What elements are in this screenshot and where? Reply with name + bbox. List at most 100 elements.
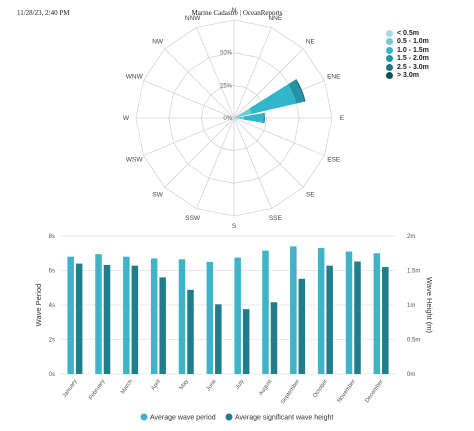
bar-wave-period	[150, 258, 158, 374]
radial-tick-label: 0%	[223, 116, 232, 122]
bar-wave-period	[123, 256, 130, 374]
direction-label: ESE	[327, 156, 341, 163]
legend-item: 1.0 - 1.5m	[386, 46, 429, 55]
bar-wave-period	[67, 256, 74, 374]
rose-spoke	[143, 80, 235, 119]
legend-label: 1.5 - 2.0m	[397, 55, 429, 63]
rose-petal	[234, 117, 236, 118]
direction-label: NW	[152, 39, 164, 46]
legend-label: < 0.5m	[397, 29, 419, 37]
radial-tick-label: 50%	[220, 51, 233, 57]
bar-wave-period	[95, 254, 102, 374]
x-tick-label: October	[312, 379, 329, 399]
print-timestamp: 11/28/23, 2:40 PM	[17, 9, 70, 17]
legend-item: > 3.0m	[386, 72, 429, 81]
rose-petal	[288, 79, 305, 104]
x-tick-label: March	[120, 379, 134, 396]
rose-spoke	[143, 117, 235, 156]
legend-label: > 3.0m	[397, 72, 419, 80]
rose-spoke	[164, 48, 235, 119]
legend-label: 0.5 - 1.0m	[397, 38, 429, 46]
y-axis-title-left: Wave Period	[34, 284, 43, 327]
x-tick-label: July	[235, 379, 246, 391]
legend-swatch	[386, 72, 393, 80]
legend-swatch-wave-height	[225, 413, 233, 421]
legend-item: 0.5 - 1.0m	[386, 38, 429, 47]
rose-petal	[294, 79, 306, 102]
bar-wave-height	[131, 265, 139, 374]
legend-item: 2.5 - 3.0m	[386, 63, 429, 72]
rose-spoke	[196, 117, 235, 209]
bar-wave-height	[382, 267, 389, 374]
y-tick-label-right: 1m	[407, 303, 415, 309]
direction-label: N	[232, 7, 237, 14]
x-tick-label: April	[150, 379, 162, 392]
direction-label: SW	[152, 191, 163, 198]
rose-petal	[243, 113, 264, 123]
legend-label: 1.0 - 1.5m	[397, 46, 429, 54]
bar-wave-height	[242, 309, 250, 374]
direction-label: SSW	[185, 215, 201, 222]
legend-label: 2.5 - 3.0m	[397, 63, 429, 71]
wind-rose-chart: N NNE NE ENE E ESE SE SSE S SSW SW WSW W WNW NW NNW 0% 25…	[123, 7, 345, 230]
direction-label: NE	[306, 39, 316, 46]
rose-petal	[249, 84, 297, 114]
rose-spoke	[233, 48, 304, 119]
x-tick-label: May	[179, 379, 190, 391]
direction-label: SE	[306, 191, 315, 198]
y-tick-label-left: 6s	[49, 269, 55, 275]
rose-spoke	[164, 117, 235, 188]
y-tick-label-left: 0s	[49, 372, 55, 378]
rose-spoke	[233, 117, 304, 188]
x-tick-label: February	[88, 379, 106, 402]
x-tick-label: August	[258, 378, 273, 397]
y-tick-label-right: 0.5m	[407, 338, 420, 344]
rose-petal	[234, 117, 236, 119]
legend-swatch	[386, 29, 393, 37]
direction-label: SSE	[269, 215, 283, 222]
direction-label: W	[123, 115, 130, 122]
legend-swatch	[386, 38, 393, 46]
direction-label: WNW	[126, 74, 144, 81]
y-tick-label-right: 0m	[407, 372, 415, 378]
x-tick-label: June	[206, 379, 218, 393]
direction-label: WSW	[126, 156, 143, 163]
rose-spoke	[233, 27, 272, 119]
rose-petal	[263, 112, 266, 124]
bar-wave-height	[215, 304, 222, 374]
legend-swatch	[386, 63, 393, 71]
legend-item: 1.5 - 2.0m	[386, 55, 429, 64]
x-tick-label: September	[280, 379, 301, 406]
bar-wave-period	[262, 250, 269, 374]
legend-item: < 0.5m	[386, 29, 429, 38]
bar-wave-height	[270, 302, 278, 374]
y-tick-label-left: 8s	[49, 234, 55, 240]
rose-spoke	[196, 27, 235, 119]
x-tick-label: November	[337, 379, 357, 404]
rose-petal	[235, 108, 252, 118]
legend-label-wave-height: Average significant wave height	[235, 415, 333, 422]
y-tick-label-left: 4s	[49, 303, 55, 309]
y-tick-label-right: 2m	[407, 234, 415, 240]
bar-wave-period	[206, 261, 214, 374]
bar-wave-height	[159, 277, 166, 374]
bar-wave-height	[354, 261, 361, 374]
monthly-wave-bar-chart: 0s 2s 4s 6s 8s 0m 0.5m 1m 1.5m 2m January February M…	[34, 234, 434, 422]
y-axis-title-right: Wave Height (m)	[425, 277, 434, 333]
page-header-title: Marine Cadastre | OceanReports	[191, 9, 283, 17]
legend-swatch-wave-period	[140, 413, 148, 421]
direction-label: ENE	[327, 74, 341, 81]
wind-rose-legend: < 0.5m 0.5 - 1.0m 1.0 - 1.5m 1.5 - 2.0m …	[386, 29, 429, 80]
bar-wave-period	[290, 246, 297, 374]
bar-wave-height	[187, 289, 194, 374]
bar-wave-period	[234, 257, 241, 374]
x-tick-label: January	[62, 379, 79, 399]
bar-wave-period	[373, 253, 381, 374]
bar-wave-period	[178, 259, 186, 374]
x-tick-label: December	[364, 379, 384, 404]
legend-label-wave-period: Average wave period	[150, 415, 216, 422]
radial-tick-label: 25%	[220, 83, 233, 89]
legend-swatch	[386, 55, 393, 63]
bar-wave-height	[75, 263, 83, 374]
rose-spoke	[233, 117, 325, 156]
